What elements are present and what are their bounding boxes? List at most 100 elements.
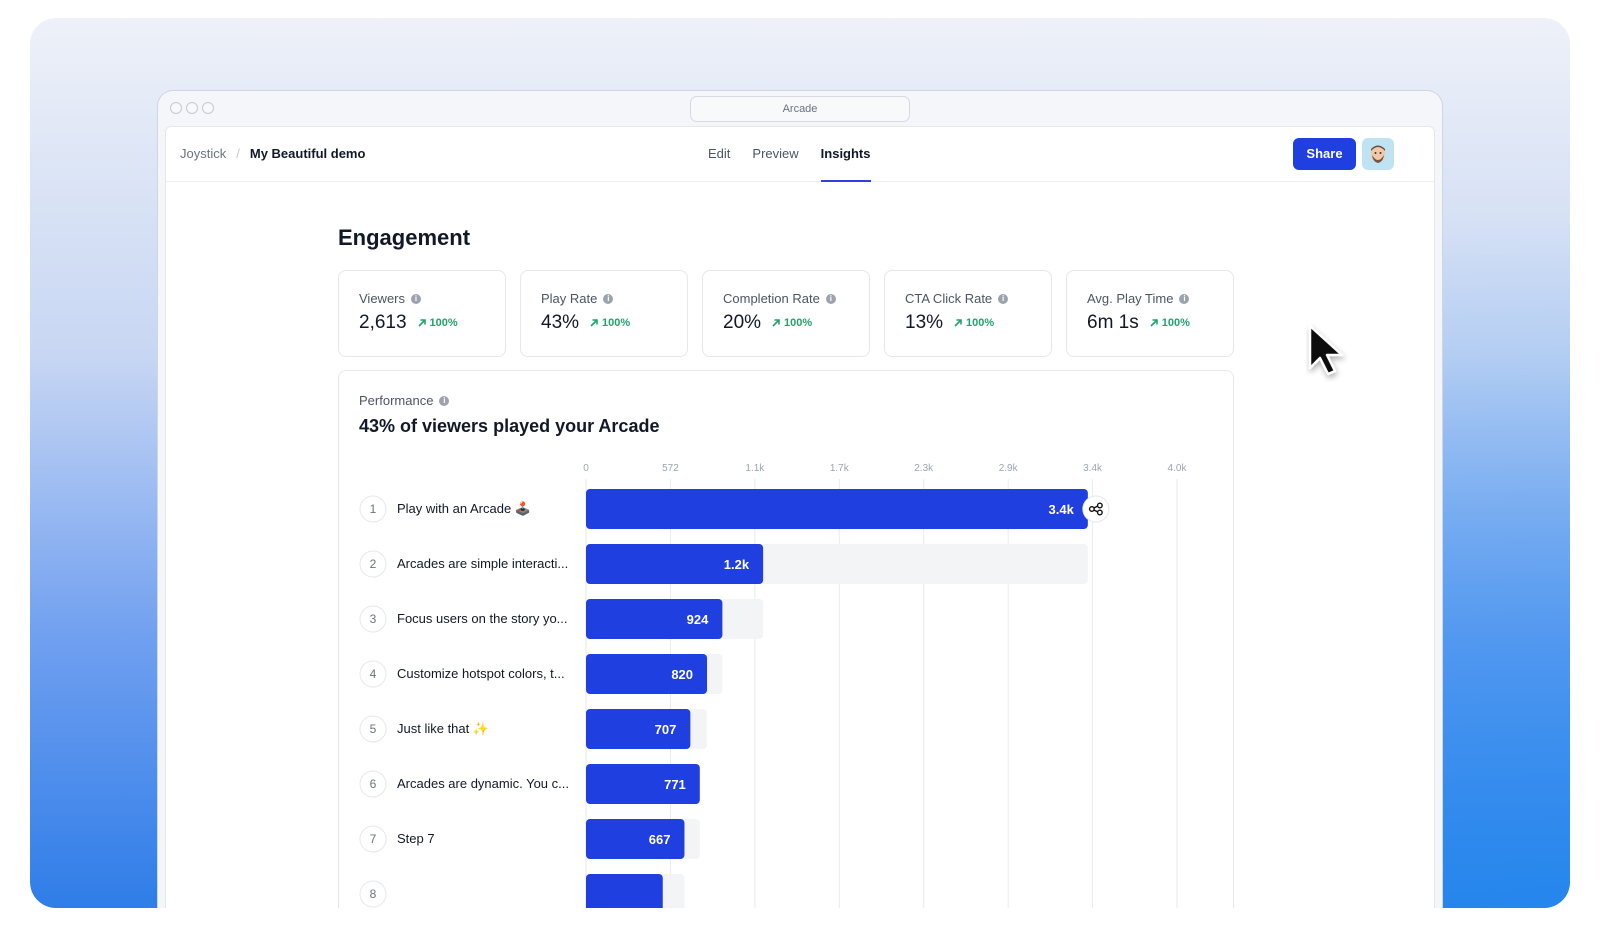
- step-number: 8: [370, 887, 377, 901]
- stat-value: 13%: [905, 312, 944, 333]
- bar: [586, 709, 691, 749]
- stat-delta: 100%: [784, 317, 813, 329]
- tab-bar: Edit Preview Insights: [708, 127, 871, 182]
- step-label: Play with an Arcade 🕹️: [397, 501, 531, 516]
- info-icon[interactable]: i: [603, 293, 614, 304]
- x-tick-label: 2.9k: [999, 463, 1019, 474]
- bar: [586, 764, 700, 804]
- stat-card-avg-play-time: Avg. Play Time i 6m 1s 100%: [1066, 270, 1234, 357]
- breadcrumb-separator: /: [236, 146, 240, 161]
- stats-row: Viewers i 2,613 100% Play Rate i 43% 100% …: [338, 270, 1234, 357]
- breadcrumb-root[interactable]: Joystick: [180, 146, 227, 161]
- step-number-badge: [359, 715, 387, 743]
- bar-value-label: 820: [671, 667, 693, 682]
- step-label: Step 7: [397, 831, 435, 846]
- branch-share-icon[interactable]: [1082, 495, 1110, 523]
- bar-value-label: 771: [664, 777, 686, 792]
- step-number: 4: [370, 667, 377, 681]
- info-icon[interactable]: i: [998, 293, 1009, 304]
- info-icon[interactable]: i: [439, 395, 450, 406]
- x-tick-label: 2.3k: [914, 463, 934, 474]
- performance-label: Performance: [359, 393, 434, 408]
- stat-value: 43%: [541, 312, 580, 333]
- avatar[interactable]: [1362, 138, 1394, 170]
- bar: [586, 654, 708, 694]
- stat-delta: 100%: [602, 317, 631, 329]
- x-tick-label: 3.4k: [1083, 463, 1103, 474]
- performance-card: Performance i 43% of viewers played your …: [338, 370, 1234, 908]
- x-tick-label: 0: [583, 463, 589, 474]
- arrow-up-right-icon: [954, 319, 962, 327]
- stat-value: 6m 1s: [1087, 312, 1139, 333]
- app-window: Arcade Joystick / My Beautiful demo Edit…: [157, 90, 1443, 908]
- stat-value: 20%: [723, 312, 762, 333]
- minimize-window-button[interactable]: [186, 102, 198, 114]
- step-number: 3: [370, 612, 377, 626]
- x-tick-label: 1.7k: [830, 463, 850, 474]
- branch-button-bg: [1082, 495, 1110, 523]
- step-label: Arcades are dynamic. You c...: [397, 776, 569, 791]
- tab-edit[interactable]: Edit: [708, 146, 731, 161]
- step-number: 1: [370, 502, 377, 516]
- bar: [586, 544, 764, 584]
- bar-value-label: 667: [649, 832, 671, 847]
- step-label: Focus users on the story yo...: [397, 611, 568, 626]
- breadcrumb: Joystick / My Beautiful demo: [180, 146, 365, 161]
- tab-insights[interactable]: Insights: [820, 127, 871, 182]
- stat-label: CTA Click Rate: [905, 291, 993, 306]
- x-tick-label: 572: [662, 463, 679, 474]
- maximize-window-button[interactable]: [202, 102, 214, 114]
- breadcrumb-current: My Beautiful demo: [249, 146, 366, 161]
- bar: [586, 874, 663, 908]
- bar-value-label: 707: [655, 722, 677, 737]
- stat-delta: 100%: [1161, 317, 1190, 329]
- close-window-button[interactable]: [170, 102, 182, 114]
- step-label: Customize hotspot colors, t...: [397, 666, 565, 681]
- step-number: 7: [370, 832, 377, 846]
- stat-value: 2,613: [359, 312, 407, 333]
- share-button[interactable]: Share: [1293, 138, 1356, 170]
- step-number: 2: [370, 557, 377, 571]
- performance-chart: 0 572 1.1k 1.7k 2.3k 2.9k 3.4k 4.0k3.4k1 Play wi…: [359, 463, 1188, 908]
- step-number-badge: [359, 605, 387, 633]
- info-icon[interactable]: i: [1179, 293, 1190, 304]
- arrow-up-right-icon: [417, 319, 426, 327]
- step-number-badge: [359, 550, 387, 578]
- stat-label: Completion Rate: [723, 291, 820, 306]
- arrow-up-right-icon: [1150, 319, 1158, 327]
- stat-delta: 100%: [966, 317, 995, 329]
- window-controls: [170, 102, 214, 114]
- step-number-badge: [359, 825, 387, 853]
- address-bar[interactable]: Arcade: [690, 96, 910, 122]
- step-number-badge: [359, 880, 387, 908]
- mouse-cursor-icon: [1308, 324, 1344, 376]
- info-icon[interactable]: i: [411, 293, 422, 304]
- step-label: Arcades are simple interacti...: [397, 556, 568, 571]
- arrow-up-right-icon: [772, 319, 780, 327]
- step-number: 6: [370, 777, 377, 791]
- info-icon[interactable]: i: [825, 293, 836, 304]
- arrow-up-right-icon: [590, 319, 598, 327]
- step-label: Just like that ✨: [397, 721, 489, 736]
- stat-card-viewers: Viewers i 2,613 100%: [338, 270, 506, 357]
- bar-value-label: 3.4k: [1049, 502, 1075, 517]
- step-number: 5: [370, 722, 377, 736]
- stat-label: Viewers: [359, 291, 406, 306]
- step-number-badge: [359, 660, 387, 688]
- tab-preview[interactable]: Preview: [752, 146, 799, 161]
- stat-card-completion-rate: Completion Rate i 20% 100%: [702, 270, 870, 357]
- top-nav: Joystick / My Beautiful demo Edit Previe…: [166, 127, 1434, 182]
- bar-value-label: 1.2k: [724, 557, 750, 572]
- step-number-badge: [359, 770, 387, 798]
- page-title: Engagement: [338, 225, 471, 250]
- user-avatar-icon: [1371, 145, 1385, 163]
- stat-card-cta-click-rate: CTA Click Rate i 13% 100%: [884, 270, 1052, 357]
- stat-card-play-rate: Play Rate i 43% 100%: [520, 270, 688, 357]
- stat-label: Play Rate: [541, 291, 598, 306]
- x-tick-label: 4.0k: [1168, 463, 1188, 474]
- branch-node: [1088, 505, 1095, 512]
- stat-label: Avg. Play Time: [1087, 291, 1174, 306]
- stat-delta: 100%: [429, 317, 458, 329]
- window-titlebar: Arcade: [158, 91, 1442, 126]
- bar: [586, 819, 685, 859]
